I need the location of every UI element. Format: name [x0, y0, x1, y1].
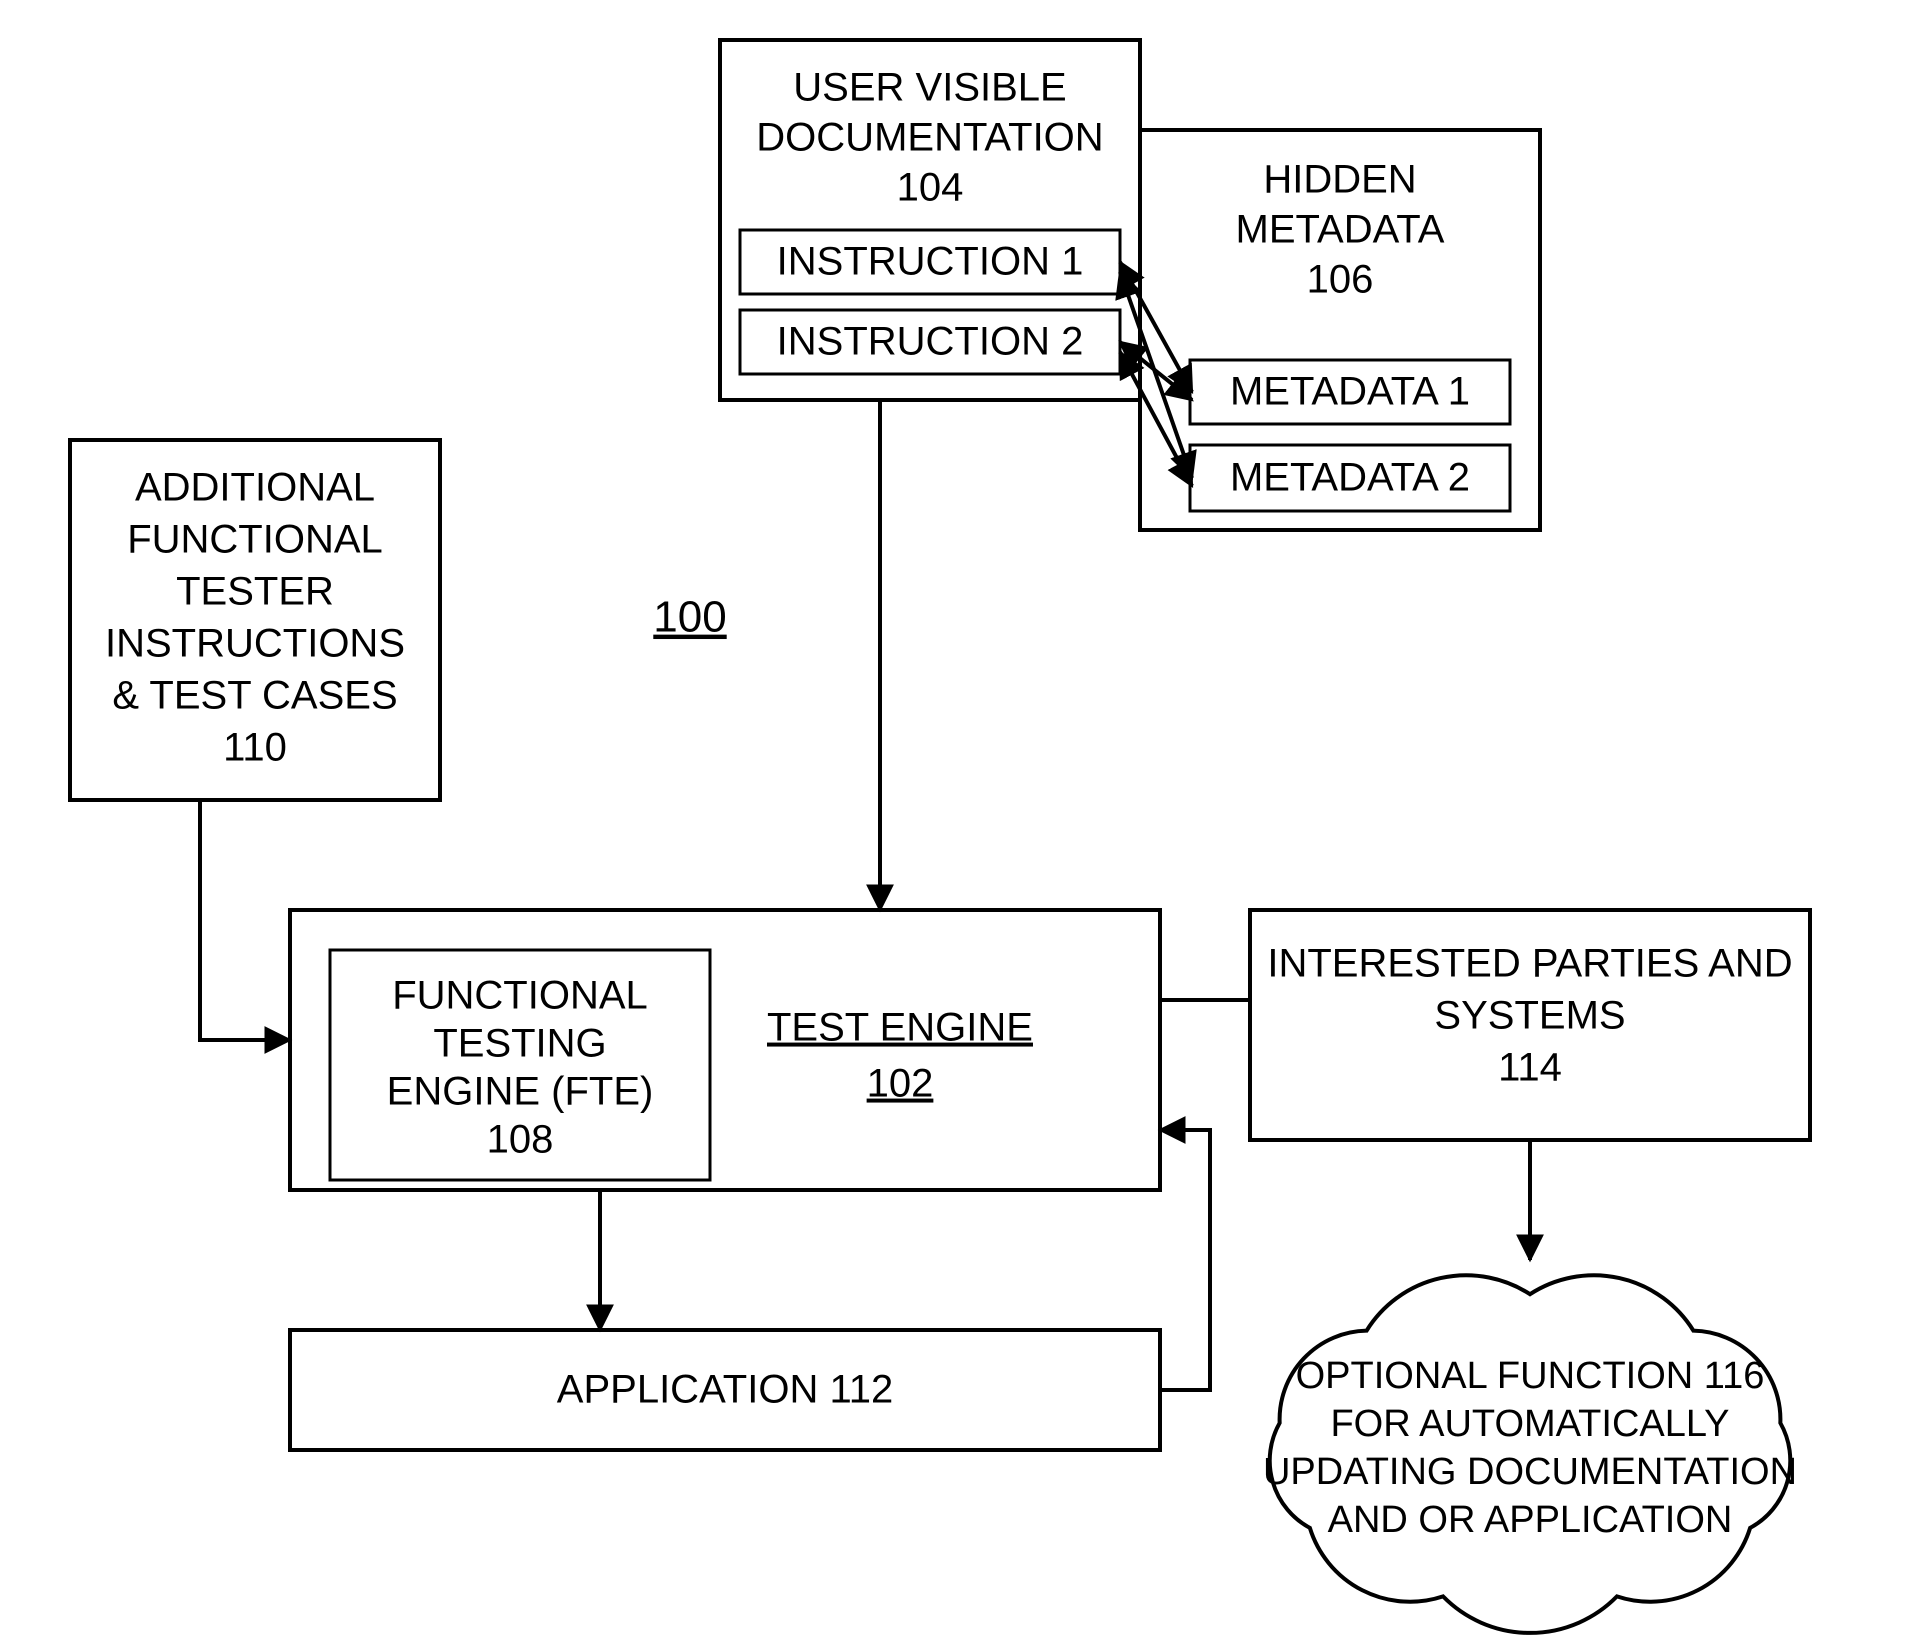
svg-text:INSTRUCTION 1: INSTRUCTION 1 [777, 240, 1084, 284]
svg-text:ADDITIONAL: ADDITIONAL [135, 466, 375, 510]
svg-text:102: 102 [867, 1062, 934, 1106]
svg-text:FUNCTIONAL: FUNCTIONAL [127, 518, 383, 562]
svg-text:METADATA: METADATA [1236, 208, 1445, 252]
svg-text:& TEST CASES: & TEST CASES [112, 674, 397, 718]
svg-text:TESTING: TESTING [433, 1022, 606, 1066]
svg-text:APPLICATION 112: APPLICATION 112 [557, 1368, 893, 1412]
svg-text:104: 104 [897, 166, 964, 210]
svg-text:ENGINE (FTE): ENGINE (FTE) [387, 1070, 654, 1114]
svg-text:INTERESTED PARTIES AND: INTERESTED PARTIES AND [1267, 942, 1792, 986]
svg-text:USER VISIBLE: USER VISIBLE [793, 66, 1066, 110]
svg-text:110: 110 [223, 726, 287, 770]
svg-text:TEST ENGINE: TEST ENGINE [767, 1006, 1033, 1050]
svg-text:INSTRUCTIONS: INSTRUCTIONS [105, 622, 405, 666]
svg-text:SYSTEMS: SYSTEMS [1434, 994, 1625, 1038]
svg-text:TESTER: TESTER [176, 570, 334, 614]
svg-text:INSTRUCTION 2: INSTRUCTION 2 [777, 320, 1084, 364]
svg-text:FUNCTIONAL: FUNCTIONAL [392, 974, 648, 1018]
svg-text:UPDATING DOCUMENTATION: UPDATING DOCUMENTATION [1263, 1451, 1797, 1493]
svg-text:FOR AUTOMATICALLY: FOR AUTOMATICALLY [1330, 1403, 1729, 1445]
svg-text:108: 108 [487, 1118, 554, 1162]
svg-text:METADATA 2: METADATA 2 [1230, 456, 1470, 500]
svg-text:METADATA 1: METADATA 1 [1230, 370, 1470, 414]
svg-text:HIDDEN: HIDDEN [1263, 158, 1416, 202]
svg-text:AND OR APPLICATION: AND OR APPLICATION [1328, 1499, 1733, 1541]
svg-text:106: 106 [1307, 258, 1374, 302]
svg-text:100: 100 [653, 593, 726, 642]
svg-text:OPTIONAL FUNCTION 116: OPTIONAL FUNCTION 116 [1296, 1355, 1765, 1397]
svg-text:114: 114 [1498, 1046, 1562, 1090]
svg-text:DOCUMENTATION: DOCUMENTATION [756, 116, 1103, 160]
